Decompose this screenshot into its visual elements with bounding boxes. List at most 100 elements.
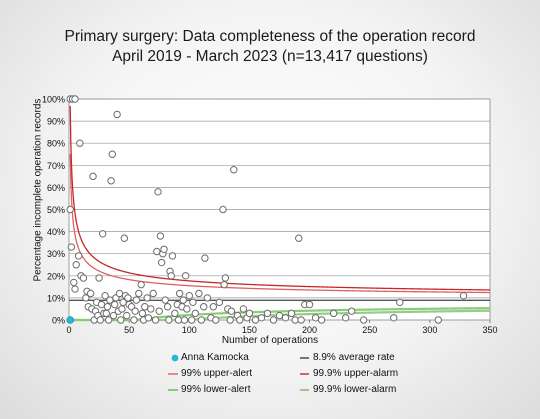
chart-title: Primary surgery: Data completeness of th… [64,28,476,45]
y-axis-label: Percentage incomplete operation records [32,98,44,282]
data-point [111,300,119,309]
data-point [71,95,79,103]
data-point [101,291,109,300]
data-point [180,316,189,324]
data-point [151,316,160,324]
y-tick-label: 80% [47,139,65,149]
data-point [120,234,129,242]
y-tick-labels: 0% 10% 20% 30% 40% 50% 60% 70% 80% 90% 100% [42,95,65,326]
data-point [115,289,124,298]
chart-subtitle: April 2019 - March 2023 (n=13,417 questi… [112,48,428,65]
data-point [263,309,272,318]
data-point [154,188,162,196]
x-axis-label: Number of operations [221,335,319,346]
data-point [341,314,350,322]
data-point [109,311,118,320]
data-point [131,307,139,315]
data-point [311,314,320,322]
data-point [291,316,299,324]
data-point [155,307,163,315]
data-point [153,247,161,256]
data-point [138,309,147,318]
y-tick-label: 30% [47,249,65,259]
data-point [230,166,238,174]
data-point [117,316,125,324]
data-point [209,303,218,311]
gridlines [68,98,491,323]
data-point [132,296,141,304]
data-point [219,205,227,214]
data-point [137,280,145,289]
data-point [124,294,132,302]
data-point [70,278,78,287]
y-tick-label: 40% [47,227,65,237]
data-point [191,309,200,318]
data-point [107,177,115,185]
data-point [171,309,179,318]
data-point [236,316,244,324]
data-point [360,316,368,324]
data-point [113,110,121,119]
data-point [459,291,468,300]
legend-item-highlight: Anna Kamocka [181,352,249,363]
data-point [149,289,157,298]
data-point [295,234,303,242]
data-point [215,298,224,307]
data-point [396,298,404,307]
data-point [226,316,234,324]
data-point [187,316,196,324]
data-point [347,307,356,315]
y-tick-label: 20% [47,271,65,281]
data-point [130,316,138,324]
data-point [297,316,305,324]
data-point [163,303,172,311]
y-tick-label: 100% [42,95,65,105]
data-point [86,289,95,298]
upper-alarm-curve [69,105,491,291]
legend-item-upper99: 99% upper-alert [181,368,253,379]
data-points [66,95,468,324]
data-point [135,289,143,298]
x-tick-label: 100 [182,325,197,335]
data-point [175,289,184,298]
data-point [72,261,80,269]
data-point [200,303,208,311]
data-point [141,303,149,311]
data-point [239,305,248,313]
x-tick-label: 300 [422,325,437,335]
data-point [95,274,103,282]
y-tick-label: 90% [47,117,65,127]
data-point [434,316,442,324]
data-point [118,305,126,313]
data-point [201,254,209,262]
data-point [89,172,97,181]
legend-item-average: 8.9% average rate [313,352,395,363]
data-point [212,316,220,324]
data-point [227,307,236,315]
x-tick-label: 200 [302,325,317,335]
data-point [165,316,173,324]
data-point [168,252,177,260]
data-point [79,274,88,282]
data-point [257,314,266,322]
data-point [189,298,197,307]
data-point [220,280,228,289]
data-point [195,289,203,298]
legend-item-lower999: 99.9% lower-alarm [313,384,397,395]
x-tick-label: 250 [362,325,377,335]
x-tick-label: 50 [124,325,134,335]
x-tick-label: 350 [482,325,497,335]
y-tick-label: 50% [47,205,65,215]
y-tick-label: 10% [47,293,65,303]
data-point [275,311,284,320]
highlight-point-group [66,316,75,324]
data-point [97,300,106,309]
data-point [66,205,74,214]
data-point [251,316,260,324]
y-tick-label: 60% [47,183,65,193]
data-point [183,305,191,313]
data-point [143,294,151,302]
data-point [287,309,296,318]
data-point [67,243,76,251]
